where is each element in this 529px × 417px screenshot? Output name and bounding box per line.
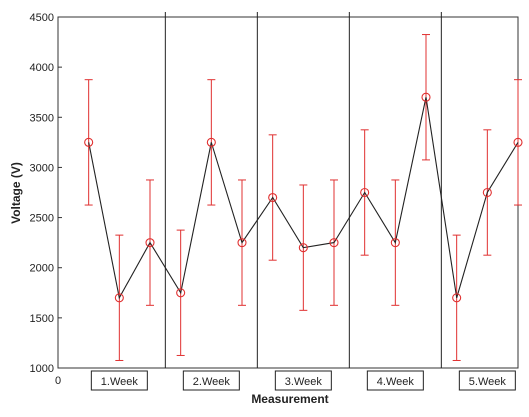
week-group-labels: 1.Week 2.Week 3.Week 4.Week 5.Week	[90, 370, 516, 391]
y-tick-label: 3000	[30, 162, 54, 174]
data-points	[84, 92, 523, 303]
week-group-label: 1.Week	[101, 376, 139, 388]
week-group: 2.Week	[182, 370, 240, 391]
y-tick-label: 2000	[30, 263, 54, 275]
x-origin-label: 0	[55, 375, 61, 387]
data-point	[176, 288, 186, 298]
week-group-box	[90, 370, 148, 391]
data-point	[206, 137, 216, 147]
week-group-box	[274, 370, 332, 391]
week-group: 1.Week	[90, 370, 148, 391]
data-point	[452, 293, 462, 303]
data-point	[237, 238, 247, 248]
y-tick-label: 3500	[30, 112, 54, 124]
week-group-box	[366, 370, 424, 391]
y-tick-label: 4000	[30, 62, 54, 74]
week-group-box	[458, 370, 516, 391]
y-tick-label: 4500	[30, 12, 54, 24]
y-tick-label: 2500	[30, 213, 54, 225]
y-tick-label: 1500	[30, 313, 54, 325]
data-point	[421, 92, 431, 102]
week-group-label: 5.Week	[469, 376, 507, 388]
error-bar	[514, 79, 522, 206]
week-group: 3.Week	[274, 370, 332, 391]
week-group: 5.Week	[458, 370, 516, 391]
y-tick-label: 1000	[30, 363, 54, 375]
data-point	[390, 238, 400, 248]
data-point	[268, 192, 278, 203]
error-bar	[84, 79, 93, 206]
week-group-label: 3.Week	[285, 376, 323, 388]
data-point	[329, 238, 339, 248]
data-point	[513, 137, 523, 147]
data-point	[298, 243, 308, 253]
week-group-box	[182, 370, 240, 391]
data-point	[145, 238, 155, 248]
plot-area	[57, 16, 519, 369]
data-point	[360, 187, 370, 198]
y-axis-title: Voltage (V)	[9, 162, 23, 224]
x-axis-title: Measurement	[251, 392, 328, 406]
week-group: 4.Week	[366, 370, 424, 391]
week-group-label: 4.Week	[377, 376, 415, 388]
data-point	[84, 137, 94, 147]
y-axis-ticks: 1000 1500 2000 2500 3000 3500 4000 4500	[30, 12, 62, 375]
week-group-label: 2.Week	[193, 376, 231, 388]
data-point	[482, 187, 492, 198]
series-line	[88, 97, 519, 300]
week-separators	[164, 12, 442, 368]
data-point	[114, 293, 124, 303]
